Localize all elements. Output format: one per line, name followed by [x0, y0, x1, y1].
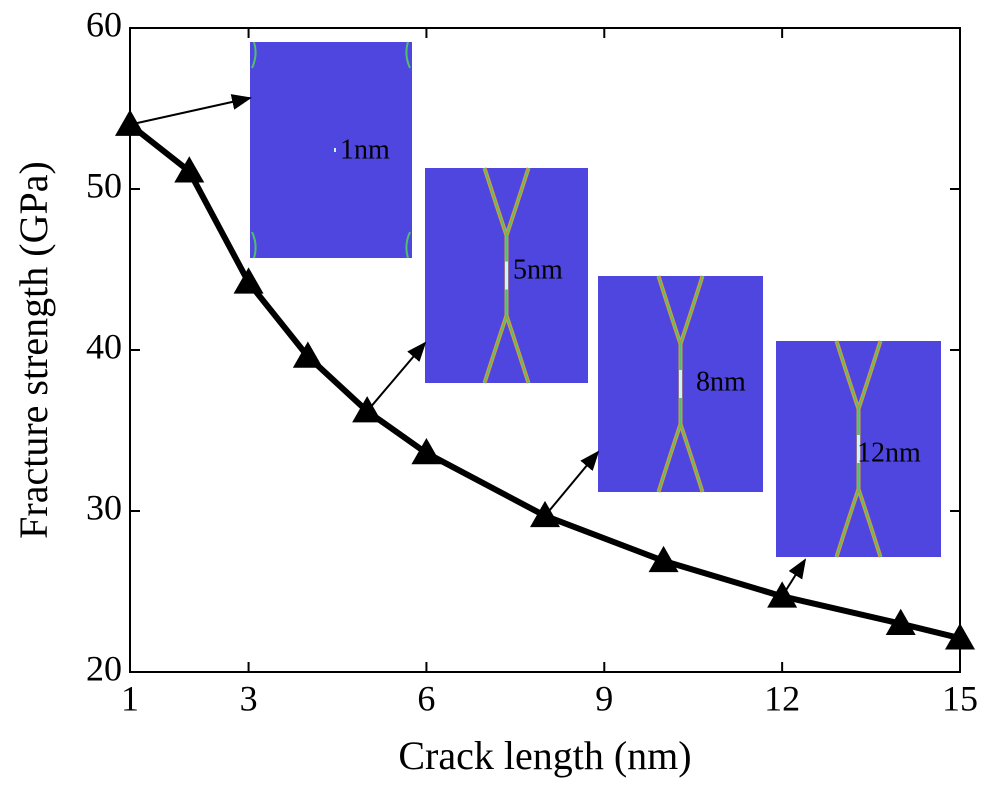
crack	[405, 41, 411, 69]
x-tick-label: 1	[121, 678, 139, 718]
marker	[648, 545, 679, 573]
x-axis-label: Crack length (nm)	[398, 733, 691, 778]
annotation-arrow	[544, 450, 600, 517]
marker	[174, 156, 205, 183]
x-tick-label: 9	[595, 678, 613, 718]
crack-core	[334, 148, 336, 152]
marker	[115, 109, 145, 136]
y-axis-label: Fracture strength (GPa)	[11, 161, 56, 539]
x-tick-label: 15	[942, 678, 978, 718]
y-tick-label: 50	[86, 165, 122, 205]
x-tick-label: 3	[240, 678, 258, 718]
annotation-arrow	[366, 341, 427, 412]
x-tick-label: 6	[417, 678, 435, 718]
marker	[767, 581, 798, 608]
y-tick-label: 60	[86, 4, 122, 44]
y-tick-label: 20	[86, 648, 122, 688]
annotation: 12nm	[857, 437, 921, 468]
annotation: 5nm	[513, 254, 563, 285]
annotation: 8nm	[696, 366, 746, 397]
marker	[411, 438, 442, 465]
marker	[233, 267, 264, 294]
marker	[945, 623, 975, 650]
annotation: 1nm	[340, 134, 390, 165]
marker	[530, 500, 560, 528]
y-tick-label: 40	[86, 326, 122, 366]
marker	[292, 341, 323, 368]
y-tick-label: 30	[86, 487, 122, 527]
crack	[405, 231, 411, 259]
marker	[352, 396, 383, 423]
marker	[885, 608, 916, 635]
crack	[251, 231, 257, 259]
crack	[251, 41, 257, 69]
x-tick-label: 12	[764, 678, 800, 718]
annotation-arrow	[129, 94, 252, 126]
inset-image	[250, 42, 412, 258]
